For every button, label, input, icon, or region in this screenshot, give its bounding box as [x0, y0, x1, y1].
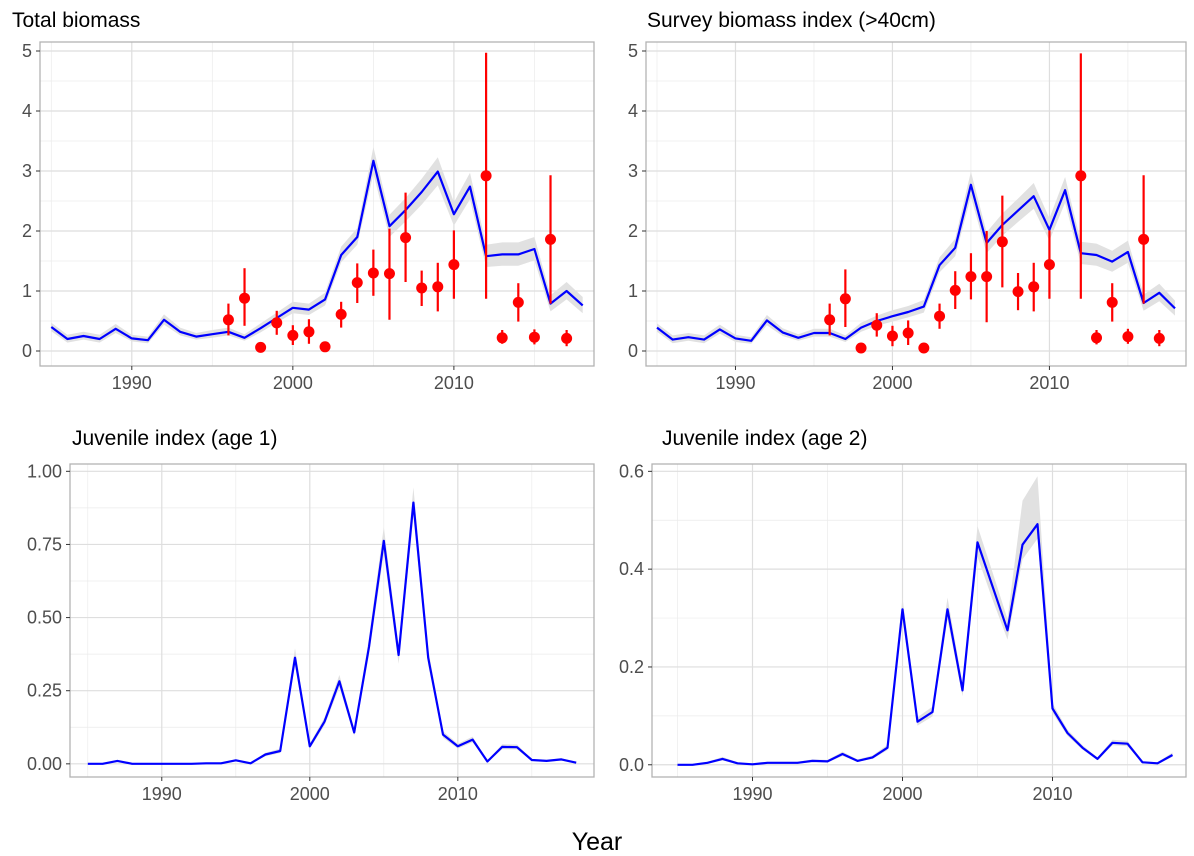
data-point: [1106, 296, 1118, 308]
data-point: [319, 341, 331, 353]
data-point: [839, 293, 851, 305]
y-tick-label: 0.00: [27, 754, 62, 774]
x-tick-label: 1990: [732, 784, 772, 804]
data-point: [351, 277, 363, 289]
y-tick-label: 1: [22, 281, 32, 301]
y-tick-label: 1: [628, 281, 638, 301]
data-point: [1043, 259, 1055, 271]
data-point: [824, 314, 836, 326]
data-point: [1153, 332, 1165, 344]
y-tick-label: 0.2: [619, 657, 644, 677]
y-tick-label: 3: [22, 161, 32, 181]
x-tick-label: 2000: [290, 784, 330, 804]
x-tick-label: 2010: [1032, 784, 1072, 804]
chart-panel-4: Juvenile index (age 2) 0.0 0.2 0.4 0.6 1990 20…: [619, 427, 1187, 804]
data-point: [448, 259, 460, 271]
y-tick-label: 3: [628, 161, 638, 181]
data-point: [871, 319, 883, 331]
panel-border: [645, 41, 1187, 367]
data-point: [996, 236, 1008, 248]
data-point: [255, 341, 267, 353]
data-point: [271, 317, 283, 329]
chart-panel-1: Total biomass 0 1 2 3 4 5 1990 2000 2010: [12, 9, 595, 393]
data-point: [222, 314, 234, 326]
data-point: [934, 310, 946, 322]
y-tick-label: 5: [22, 41, 32, 61]
y-tick-label: 2: [22, 221, 32, 241]
data-point: [512, 296, 524, 308]
data-point: [400, 232, 412, 244]
data-point: [1091, 332, 1103, 344]
data-point: [918, 342, 930, 354]
chart-title: Juvenile index (age 2): [662, 427, 867, 450]
data-point: [335, 308, 347, 320]
x-axis-label: Year: [572, 828, 623, 856]
y-tick-label: 0.50: [27, 608, 62, 628]
data-point: [855, 342, 867, 354]
chart-title: Survey biomass index (>40cm): [647, 9, 936, 32]
data-point: [239, 292, 251, 304]
x-tick-label: 2010: [434, 373, 474, 393]
y-tick-label: 0.4: [619, 559, 644, 579]
x-tick-label: 1990: [112, 373, 152, 393]
panel-border: [651, 463, 1187, 778]
y-tick-label: 0: [22, 341, 32, 361]
y-tick-label: 4: [22, 101, 32, 121]
x-tick-label: 2010: [1029, 373, 1069, 393]
data-point: [496, 332, 508, 344]
data-point: [303, 326, 315, 338]
chart-panel-2: Survey biomass index (>40cm) 0 1 2 3 4 5 1990 20…: [628, 9, 1187, 393]
data-point: [545, 233, 557, 245]
x-tick-label: 2000: [273, 373, 313, 393]
y-tick-label: 0.6: [619, 461, 644, 481]
data-point: [1122, 331, 1134, 343]
data-point: [528, 331, 540, 343]
chart-panel-3: Juvenile index (age 1) 0.00 0.25 0.50 0.75 1.…: [27, 427, 595, 804]
data-point: [965, 271, 977, 283]
confidence-ribbon: [657, 171, 1175, 344]
y-tick-label: 0.0: [619, 755, 644, 775]
data-point: [432, 281, 444, 293]
y-tick-label: 0: [628, 341, 638, 361]
data-point: [561, 332, 573, 344]
model-line: [677, 523, 1174, 766]
data-point: [1075, 170, 1087, 182]
y-tick-label: 1.00: [27, 461, 62, 481]
data-point: [1012, 286, 1024, 298]
model-line: [50, 159, 584, 342]
data-point: [949, 284, 961, 296]
data-point: [1138, 233, 1150, 245]
x-tick-label: 2000: [872, 373, 912, 393]
panel-border: [39, 41, 595, 367]
y-tick-label: 5: [628, 41, 638, 61]
x-tick-label: 2000: [882, 784, 922, 804]
x-tick-label: 1990: [715, 373, 755, 393]
x-tick-label: 1990: [142, 784, 182, 804]
y-tick-label: 0.75: [27, 534, 62, 554]
model-line: [656, 183, 1176, 342]
y-tick-label: 2: [628, 221, 638, 241]
data-point: [383, 268, 395, 280]
confidence-ribbon: [51, 147, 583, 344]
x-tick-label: 2010: [438, 784, 478, 804]
data-point: [367, 267, 379, 279]
data-point: [287, 329, 299, 341]
data-point: [886, 330, 898, 342]
confidence-ribbon: [677, 476, 1173, 765]
chart-title: Juvenile index (age 1): [72, 427, 277, 450]
data-point: [902, 327, 914, 339]
panel-border: [69, 463, 595, 778]
data-point: [1028, 281, 1040, 293]
chart-title: Total biomass: [12, 9, 140, 32]
y-tick-label: 4: [628, 101, 638, 121]
confidence-ribbon: [87, 487, 577, 764]
data-point: [416, 282, 428, 294]
y-tick-label: 0.25: [27, 681, 62, 701]
model-line: [87, 501, 577, 765]
data-point: [981, 271, 993, 283]
data-point: [480, 170, 492, 182]
